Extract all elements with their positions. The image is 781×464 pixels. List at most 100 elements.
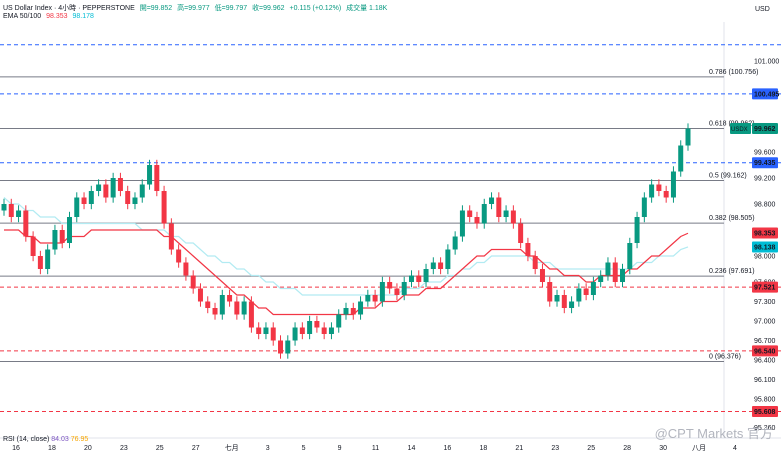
candle-body <box>525 243 531 256</box>
price-label-badge <box>752 405 778 417</box>
x-tick-label: 21 <box>515 445 523 452</box>
candle-body <box>583 288 589 295</box>
candle-body <box>394 288 400 295</box>
candle-body <box>74 197 80 217</box>
candle-body <box>248 301 254 328</box>
price-label-value: 98.353 <box>754 231 776 238</box>
candle-body <box>670 171 676 198</box>
candle-body <box>474 217 480 224</box>
rsi-value: 84.03 <box>51 436 69 443</box>
candle-body <box>30 236 36 256</box>
x-tick-label: 14 <box>408 445 416 452</box>
candle-body <box>219 295 225 315</box>
candle-body <box>307 321 313 334</box>
candle-body <box>685 128 691 146</box>
candle-body <box>379 282 385 302</box>
rsi-ma-value: 76.95 <box>70 436 89 443</box>
candle-body <box>598 275 604 282</box>
x-tick-label: 23 <box>551 445 559 452</box>
candle-body <box>256 327 262 334</box>
ema50-line <box>4 229 689 316</box>
price-label-value: 100.495 <box>754 91 779 98</box>
y-tick-label: 97.300 <box>754 299 776 306</box>
candle-body <box>227 295 233 302</box>
candle-body <box>459 210 465 237</box>
x-tick-label: 9 <box>338 445 342 452</box>
candle-body <box>401 282 407 295</box>
symbol-badge <box>730 122 751 134</box>
candle-body <box>547 282 553 302</box>
candle-body <box>125 191 131 204</box>
candle-body <box>467 210 473 217</box>
candle-body <box>314 321 320 328</box>
candle-body <box>678 145 684 172</box>
candle-body <box>336 314 342 328</box>
x-tick-label: 4 <box>733 445 737 452</box>
candle-body <box>423 269 429 282</box>
candle-body <box>438 262 444 269</box>
symbol-badge-label: USDX <box>731 127 748 133</box>
candle-body <box>147 165 153 185</box>
candle-body <box>110 178 116 198</box>
x-tick-label: 七月 <box>225 443 239 452</box>
candle-body <box>518 223 524 243</box>
candle-body <box>103 184 109 198</box>
rsi-legend[interactable]: RSI (14, close) 84.03 76.95 <box>3 436 88 443</box>
candle-body <box>663 191 669 198</box>
y-tick-label: 98.800 <box>754 202 776 209</box>
price-label-badge <box>752 281 778 293</box>
price-label-badge <box>752 88 778 100</box>
price-label-badge <box>752 241 778 253</box>
y-tick-label: 101.000 <box>754 59 779 66</box>
candle-body <box>234 301 240 315</box>
candle-body <box>161 191 167 224</box>
candle-body <box>510 210 516 224</box>
fib-level-label: 0.382 (98.505) <box>709 215 755 222</box>
candle-body <box>387 282 393 289</box>
candle-body <box>139 184 145 198</box>
change-value: +0.115 (+0.12%) <box>289 5 342 12</box>
x-tick-label: 30 <box>659 445 667 452</box>
candle-body <box>176 249 182 263</box>
price-label-value: 95.608 <box>754 409 776 416</box>
ema-legend[interactable]: EMA 50/100 98.353 98.178 <box>3 13 97 20</box>
x-tick-label: 18 <box>479 445 487 452</box>
y-tick-label: 97.000 <box>754 319 776 326</box>
candle-body <box>154 165 160 191</box>
candle-body <box>59 230 65 243</box>
candle-body <box>212 308 218 315</box>
candle-body <box>408 275 414 282</box>
y-tick-label: 99.600 <box>754 150 776 157</box>
candle-body <box>285 340 291 354</box>
candle-body <box>299 327 305 334</box>
candle-body <box>1 204 7 211</box>
candle-body <box>605 262 611 276</box>
candle-body <box>45 249 51 269</box>
candle-body <box>96 184 102 191</box>
price-label-value: 99.962 <box>754 126 776 133</box>
close-value: 收=99.962 <box>252 5 285 12</box>
high-value: 高=99.977 <box>177 5 210 12</box>
symbol-title[interactable]: US Dollar Index · 4小時 · PEPPERSTONE <box>3 5 135 12</box>
candle-body <box>416 275 422 282</box>
x-tick-label: 18 <box>48 445 56 452</box>
ema-label: EMA 50/100 <box>3 13 42 20</box>
candle-body <box>132 197 138 204</box>
candle-body <box>205 301 211 308</box>
x-tick-label: 16 <box>12 445 20 452</box>
candle-body <box>554 295 560 302</box>
y-tick-label: 96.400 <box>754 358 776 365</box>
fib-level-label: 0.5 (99.162) <box>709 172 747 179</box>
candle-body <box>16 210 22 217</box>
candle-body <box>8 204 14 217</box>
price-label-badge <box>752 122 778 134</box>
candle-body <box>263 327 269 334</box>
candle-body <box>321 327 327 334</box>
candle-body <box>430 262 436 269</box>
candle-body <box>197 288 203 302</box>
candle-body <box>350 308 356 315</box>
candle-body <box>627 243 633 269</box>
candle-body <box>612 262 618 282</box>
candle-body <box>532 256 538 269</box>
